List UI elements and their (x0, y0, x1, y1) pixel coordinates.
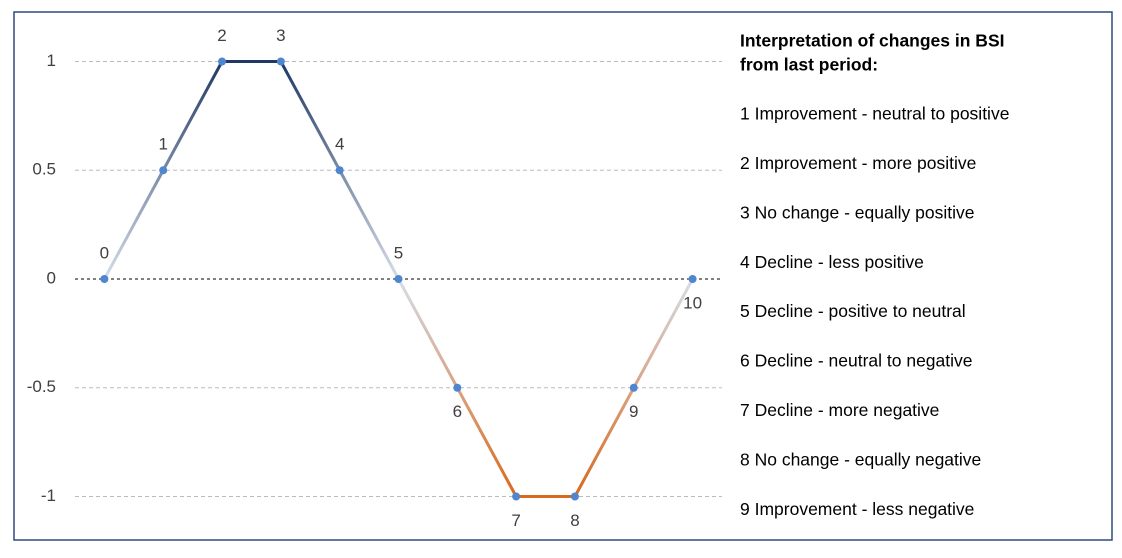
legend-item: 4 Decline - less positive (740, 252, 924, 272)
marker (335, 166, 344, 175)
legend-item: 9 Improvement - less negative (740, 499, 974, 519)
legend-item: 5 Decline - positive to neutral (740, 301, 966, 321)
marker (570, 492, 579, 501)
marker (629, 383, 638, 392)
point-label: 7 (511, 511, 520, 530)
legend-item: 6 Decline - neutral to negative (740, 351, 973, 371)
legend-item: 8 No change - equally negative (740, 449, 981, 469)
legend-item: 3 No change - equally positive (740, 202, 974, 222)
legend-title: Interpretation of changes in BSI (740, 31, 1004, 51)
legend-item: 2 Improvement - more positive (740, 153, 976, 173)
marker (688, 275, 697, 283)
y-tick-label: 1 (47, 51, 56, 70)
marker (218, 57, 227, 66)
point-label: 8 (570, 511, 579, 530)
marker (276, 57, 285, 66)
frame (13, 11, 1113, 541)
marker (512, 492, 521, 501)
y-tick-label: -1 (41, 486, 56, 505)
point-label: 6 (453, 402, 462, 421)
legend-item: 1 Improvement - neutral to positive (740, 104, 1009, 124)
point-label: 4 (335, 135, 344, 154)
point-label: 9 (629, 402, 638, 421)
marker (394, 275, 403, 283)
legend-item: 7 Decline - more negative (740, 400, 939, 420)
point-label: 2 (217, 26, 226, 45)
point-label: 0 (100, 243, 109, 262)
point-label: 5 (394, 243, 403, 262)
y-tick-label: -0.5 (27, 377, 56, 396)
marker (159, 166, 168, 175)
point-label: 1 (158, 135, 167, 154)
marker (453, 383, 462, 392)
y-tick-label: 0.5 (32, 160, 56, 179)
marker (100, 275, 109, 283)
y-tick-label: 0 (47, 268, 56, 287)
point-label: 3 (276, 26, 285, 45)
legend-title: from last period: (740, 55, 878, 75)
point-label: 10 (683, 293, 702, 312)
